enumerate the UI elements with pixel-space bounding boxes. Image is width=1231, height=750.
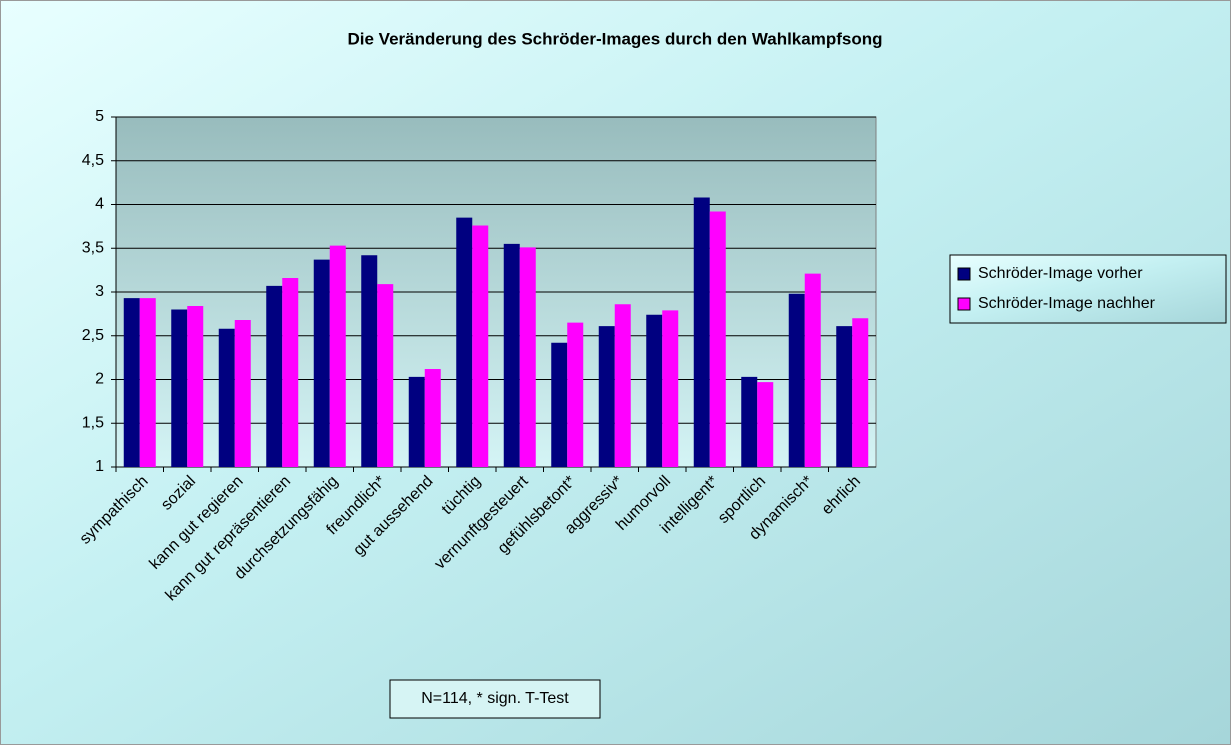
legend-label: Schröder-Image vorher [978,265,1143,282]
bar [218,328,235,467]
bar [693,197,710,467]
bar [266,285,283,467]
bar [503,243,520,467]
legend-label: Schröder-Image nachher [978,295,1156,312]
bar [282,278,299,467]
bar [377,284,394,467]
bar [788,293,805,467]
bar [614,304,631,467]
bar [598,326,615,467]
bar [472,225,489,467]
chart-title: Die Veränderung des Schröder-Images durc… [348,29,883,48]
bar [757,382,774,467]
bar [456,217,473,467]
bar [852,318,869,467]
y-tick-label: 5 [95,108,104,125]
legend [949,254,1227,324]
bar [408,376,425,467]
bar [567,322,584,467]
bar [804,273,821,467]
legend-swatch [957,297,971,311]
bar [313,259,330,467]
bar [171,309,188,467]
legend-swatch [957,267,971,281]
annotation-box [389,679,601,719]
y-tick-label: 3,5 [82,239,104,256]
bar [361,255,378,467]
bar [139,298,156,467]
legend-box [949,254,1227,324]
annotation: N=114, * sign. T-Test [421,690,569,707]
bar [646,314,663,467]
bar [836,326,853,467]
y-tick-label: 4,5 [82,152,104,169]
bar [123,298,140,467]
bar [187,306,204,467]
bar [709,211,726,467]
y-tick-label: 1,5 [82,414,104,431]
y-tick-label: 3 [95,283,104,300]
bar [329,245,346,467]
bar [662,310,679,467]
bar [741,376,758,467]
bar [424,369,441,467]
bar [234,320,251,467]
y-tick-label: 4 [95,196,104,213]
y-tick-label: 2,5 [82,327,104,344]
bar [551,342,568,467]
y-tick-label: 1 [95,458,104,475]
bar [519,247,536,467]
y-tick-label: 2 [95,371,104,388]
